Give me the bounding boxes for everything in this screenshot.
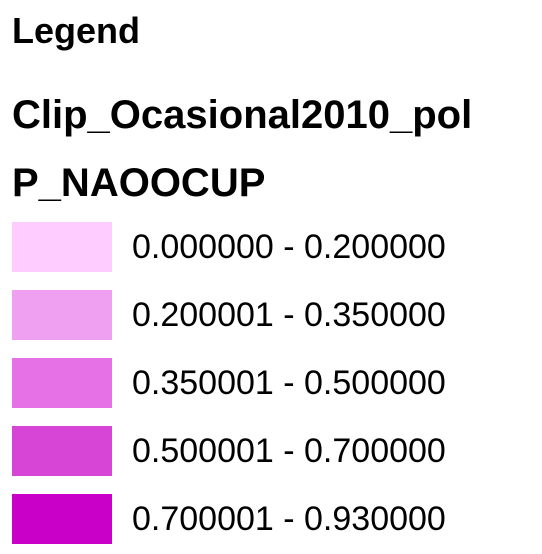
legend-class-label: 0.000000 - 0.200000 — [132, 228, 446, 266]
legend-swatch — [12, 358, 112, 408]
legend-swatch — [12, 426, 112, 476]
legend-class-label: 0.700001 - 0.930000 — [132, 500, 446, 538]
legend-class-label: 0.500001 - 0.700000 — [132, 432, 446, 470]
legend-class-row: 0.200001 - 0.350000 — [12, 290, 532, 340]
legend-swatch — [12, 290, 112, 340]
legend-class-row: 0.350001 - 0.500000 — [12, 358, 532, 408]
legend-swatch — [12, 222, 112, 272]
legend-class-row: 0.700001 - 0.930000 — [12, 494, 532, 544]
legend-class-row: 0.500001 - 0.700000 — [12, 426, 532, 476]
legend-class-label: 0.350001 - 0.500000 — [132, 364, 446, 402]
layer-name: Clip_Ocasional2010_pol — [12, 93, 473, 137]
legend-class-row: 0.000000 - 0.200000 — [12, 222, 532, 272]
legend-heading: Legend — [12, 10, 141, 51]
legend-swatch — [12, 494, 112, 544]
legend-class-label: 0.200001 - 0.350000 — [132, 296, 446, 334]
field-name: P_NAOOCUP — [12, 161, 266, 205]
